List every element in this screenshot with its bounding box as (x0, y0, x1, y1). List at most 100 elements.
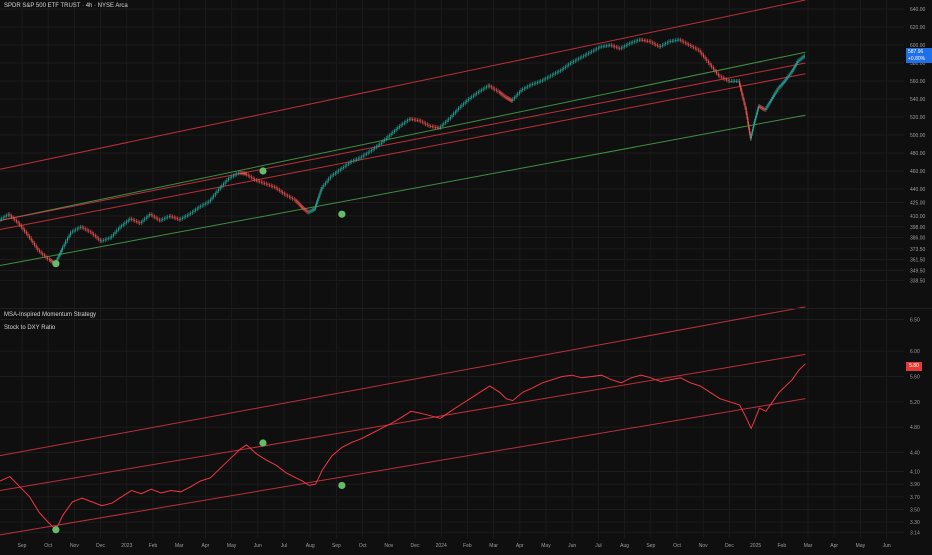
y-tick-label: 386.00 (910, 236, 926, 242)
candle-body (800, 58, 802, 60)
x-tick-label: Oct (359, 543, 367, 549)
candle-body (307, 211, 309, 213)
candle-body (240, 172, 242, 174)
candle-body (625, 45, 627, 46)
candle-body (369, 151, 371, 153)
candle-body (107, 238, 110, 239)
candle-body (748, 123, 750, 129)
candle-body (119, 226, 121, 229)
candle-body (802, 56, 804, 58)
candle-body (665, 43, 667, 45)
candle-body (221, 185, 223, 188)
x-tick-label: Mar (489, 543, 498, 549)
candle-body (341, 168, 343, 170)
candle-body (492, 87, 494, 89)
candle-body (227, 178, 230, 180)
candle-body (140, 221, 142, 224)
y-tick-label: 425.00 (910, 201, 926, 207)
candle-body (561, 69, 563, 71)
candle-body (696, 48, 698, 50)
candle-body (538, 81, 540, 83)
candle-body (745, 108, 747, 114)
candle-body (602, 46, 604, 47)
candle-body (456, 109, 458, 112)
candle-body (747, 118, 749, 124)
candle-body (660, 45, 662, 47)
y-tick-label: 338.50 (910, 278, 926, 284)
candle-body (47, 257, 49, 260)
candle-body (504, 96, 506, 98)
candle-body (320, 189, 322, 193)
candle-body (293, 198, 295, 200)
series-layer (0, 37, 806, 531)
x-tick-label: Sep (646, 543, 655, 549)
candle-body (382, 141, 384, 143)
x-tick-label: Jun (254, 543, 262, 549)
candle-body (324, 182, 327, 185)
candle-body (250, 176, 253, 178)
candle-body (643, 40, 645, 41)
candle-body (337, 170, 340, 172)
candle-body (642, 39, 644, 41)
candle-body (607, 45, 609, 47)
candle-body (712, 67, 714, 70)
candle-body (127, 220, 129, 222)
candle-body (727, 80, 729, 81)
candle-body (370, 150, 373, 152)
candle-body (748, 128, 751, 134)
candle-body (91, 232, 93, 234)
candle-body (787, 76, 789, 78)
candle-body (678, 39, 680, 41)
candle-body (490, 86, 493, 88)
candle-body (573, 61, 575, 63)
candle-body (709, 63, 711, 66)
candle-body (689, 45, 691, 46)
candle-body (584, 54, 586, 56)
candle-body (193, 210, 195, 212)
candle-body (609, 45, 611, 46)
candle-body (190, 213, 192, 215)
candle-body (339, 169, 341, 171)
candle-body (501, 93, 503, 95)
candle-body (109, 237, 111, 239)
y-tick-label: 580.00 (910, 61, 926, 67)
candle-body (259, 181, 261, 182)
candle-body (357, 158, 359, 160)
x-tick-label: Apr (830, 543, 838, 549)
candle-body (746, 113, 748, 119)
marker-layer (52, 167, 346, 534)
candle-body (444, 121, 447, 124)
candle-body (144, 218, 146, 221)
x-tick-label: Feb (149, 543, 158, 549)
pivot-marker (259, 439, 267, 447)
y-tick-label: 373.50 (910, 247, 926, 253)
candle-body (124, 222, 126, 225)
candle-body (577, 58, 580, 60)
candle-body (4, 216, 6, 218)
candle-body (477, 91, 479, 93)
candle-body (405, 121, 407, 123)
candle-body (102, 240, 105, 241)
candle-body (617, 47, 619, 49)
candle-body (423, 122, 425, 124)
y-tick-label: 480.00 (910, 151, 926, 157)
candle-body (558, 71, 560, 72)
candle-body (7, 214, 9, 216)
candle-body (782, 82, 785, 84)
candle-body (323, 184, 325, 187)
candle-body (351, 161, 353, 163)
candle-body (754, 118, 756, 122)
candle-body (9, 214, 11, 216)
candle-body (594, 49, 596, 51)
y-tick-label: 640.00 (910, 7, 926, 13)
candle-body (546, 77, 548, 79)
candle-body (165, 217, 167, 219)
candle-body (346, 164, 348, 166)
candle-body (104, 239, 106, 241)
candle-body (503, 95, 505, 97)
candle-body (129, 218, 131, 221)
candle-body (305, 209, 307, 211)
candle-body (771, 97, 774, 99)
